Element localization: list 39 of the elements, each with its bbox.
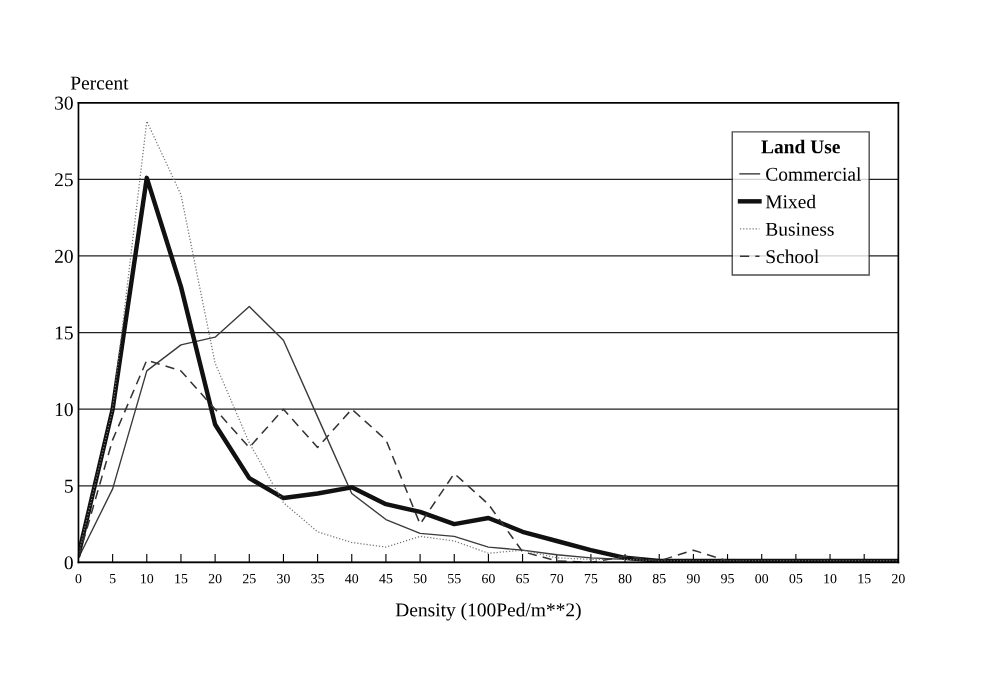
x-tick-label: 5: [109, 574, 116, 584]
x-tick-label: 80: [618, 573, 632, 584]
x-tick-label: 90: [686, 573, 700, 584]
x-tick-label: 0: [75, 573, 82, 584]
x-tick-label: 00: [755, 573, 769, 584]
x-tick-label: 30: [277, 573, 290, 584]
x-tick-label: 85: [652, 573, 666, 584]
x-tick-label: 15: [858, 574, 871, 584]
y-axis-title: Percent: [70, 76, 129, 90]
x-tick-label: 35: [311, 573, 324, 584]
y-tick-label: 0: [64, 556, 73, 570]
y-tick-label: 20: [55, 249, 73, 263]
x-tick-label: 15: [175, 574, 188, 584]
x-tick-label: 10: [141, 573, 154, 584]
x-tick-label: 45: [379, 574, 393, 584]
x-tick-label: 50: [413, 573, 427, 584]
x-tick-label: 55: [448, 574, 461, 584]
x-tick-label: 10: [824, 573, 837, 584]
y-tick-label: 5: [65, 479, 73, 493]
x-axis-title: Density (100Ped/m**2): [395, 602, 581, 621]
y-tick-label: 25: [55, 173, 73, 187]
x-tick-label: 20: [208, 573, 222, 584]
y-tick-label: 10: [55, 403, 73, 417]
y-tick-label: 30: [55, 96, 73, 110]
legend-label: Commercial: [766, 167, 862, 181]
x-tick-label: 20: [892, 573, 905, 584]
x-tick-label: 25: [242, 573, 256, 584]
y-tick-label: 15: [55, 326, 73, 340]
x-tick-label: 75: [584, 574, 598, 584]
legend-label: Mixed: [765, 194, 816, 209]
legend-label: Business: [765, 222, 834, 236]
x-tick-label: 95: [721, 573, 734, 584]
x-tick-label: 40: [345, 573, 359, 584]
x-tick-label: 65: [516, 573, 529, 584]
legend-title: Land Use: [761, 139, 840, 154]
x-tick-label: 70: [550, 573, 564, 584]
x-tick-label: 60: [482, 573, 495, 584]
legend-label: School: [766, 249, 819, 264]
x-tick-label: 05: [789, 573, 803, 584]
